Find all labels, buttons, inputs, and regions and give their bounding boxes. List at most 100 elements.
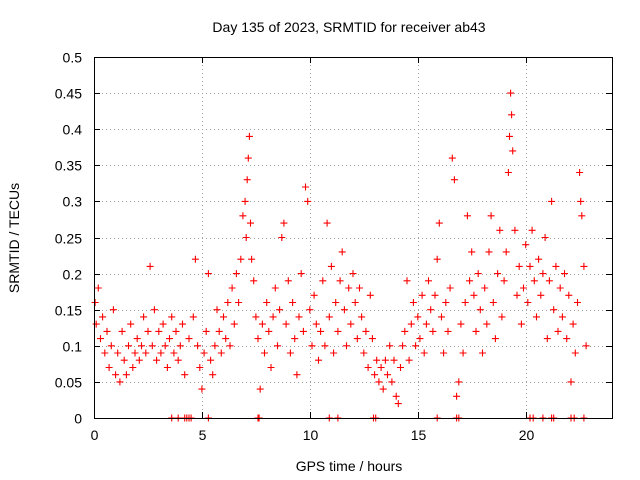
grid-lines [94, 57, 612, 418]
data-point [256, 385, 264, 393]
data-point [116, 378, 124, 386]
data-point [291, 335, 299, 343]
data-point [533, 313, 540, 321]
data-point [213, 306, 221, 314]
data-point [118, 327, 126, 335]
data-point [558, 313, 566, 321]
data-point [243, 176, 251, 184]
y-tick-label: 0 [74, 411, 82, 427]
data-point [140, 313, 148, 321]
data-point [524, 299, 532, 306]
data-point [220, 313, 227, 321]
data-point [399, 342, 407, 350]
data-point [412, 342, 420, 350]
data-point [442, 299, 450, 306]
data-point [371, 371, 379, 379]
data-point [224, 299, 232, 306]
data-point [468, 248, 476, 256]
data-point [306, 306, 314, 314]
data-point [405, 356, 413, 364]
data-point [148, 342, 156, 350]
data-point [135, 356, 143, 364]
data-point [181, 371, 189, 379]
data-point [274, 342, 281, 350]
data-point [144, 327, 152, 335]
x-axis: 0 5 10 15 20 [91, 57, 535, 443]
data-point [317, 327, 325, 335]
data-point [349, 270, 357, 278]
data-point [304, 197, 312, 205]
data-point [235, 299, 243, 306]
data-point [120, 356, 128, 364]
data-point [407, 320, 415, 328]
data-point [202, 327, 210, 335]
data-point [440, 349, 448, 357]
data-point [472, 327, 480, 335]
data-point [159, 320, 167, 328]
data-point [282, 320, 290, 328]
data-point [94, 284, 102, 292]
data-point [386, 342, 394, 350]
data-point [336, 277, 344, 285]
data-point [269, 313, 277, 321]
data-point [414, 313, 422, 321]
x-axis-label: GPS time / hours [296, 458, 403, 474]
data-point [463, 212, 471, 220]
data-point [453, 392, 461, 400]
data-point [379, 385, 387, 393]
data-point [99, 313, 107, 321]
data-point [198, 385, 206, 393]
data-point [230, 320, 238, 328]
data-point [381, 356, 389, 364]
data-point [176, 342, 184, 350]
y-tick-label: 0.4 [63, 122, 83, 138]
data-point [545, 277, 553, 285]
data-point [185, 335, 193, 343]
data-point [207, 356, 215, 364]
data-point [491, 335, 499, 343]
data-point [215, 327, 223, 335]
data-point [364, 364, 372, 371]
data-point [455, 378, 463, 386]
data-point [368, 335, 376, 343]
data-point [209, 371, 217, 379]
data-point [142, 349, 150, 357]
x-tick-label: 5 [199, 427, 207, 443]
x-tick-label: 20 [519, 427, 535, 443]
data-point [366, 291, 374, 299]
y-tick-label: 0.45 [55, 86, 82, 102]
y-tick-label: 0.35 [55, 158, 82, 174]
data-point [394, 400, 402, 408]
data-point [548, 197, 556, 205]
data-point [166, 335, 173, 343]
data-point [133, 335, 141, 343]
data-point [535, 255, 543, 263]
data-point [507, 89, 515, 97]
data-point [457, 320, 465, 328]
data-point [483, 320, 491, 328]
data-point [245, 132, 253, 140]
data-point [578, 212, 586, 220]
data-point [289, 299, 297, 306]
data-point [580, 262, 588, 270]
data-point [239, 212, 247, 220]
data-point [461, 299, 469, 306]
y-axis: 0 0.05 0.1 0.15 0.2 0.25 0.3 0.35 0.4 0.45 0.5 [55, 50, 612, 427]
data-point [429, 327, 437, 335]
data-point [263, 299, 271, 306]
data-point [129, 364, 137, 371]
data-point [237, 255, 245, 263]
data-point [170, 349, 178, 357]
data-point [539, 270, 547, 278]
data-point [161, 342, 169, 350]
data-point [556, 284, 564, 292]
data-point [189, 313, 197, 321]
data-point [552, 262, 560, 270]
x-tick-label: 15 [411, 427, 427, 443]
data-point [403, 277, 411, 285]
data-point [520, 284, 527, 292]
data-point [258, 320, 266, 328]
data-point [323, 219, 331, 227]
data-point [109, 306, 117, 314]
data-point [479, 349, 486, 357]
